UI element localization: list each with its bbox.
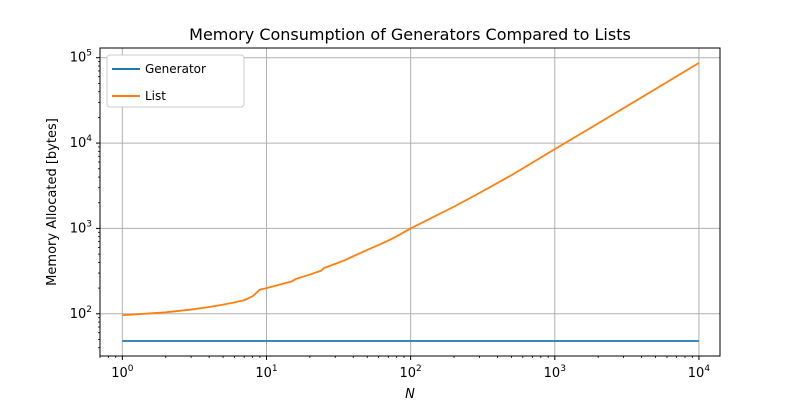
- x-tick-label: 101: [255, 364, 277, 381]
- y-tick-label: 104: [70, 134, 93, 151]
- legend-box: [106, 54, 245, 108]
- series-line-list: [122, 62, 700, 317]
- legend-label-generator: Generator: [145, 62, 206, 76]
- x-tick-label: 104: [688, 364, 711, 381]
- x-tick-label: 102: [399, 364, 421, 381]
- y-tick-label: 105: [70, 49, 92, 66]
- plot-frame: [99, 47, 721, 357]
- series-layer: [122, 62, 700, 342]
- x-tick-label: 103: [544, 364, 566, 381]
- chart-title: Memory Consumption of Generators Compare…: [189, 25, 631, 44]
- y-tick-label: 103: [70, 219, 92, 236]
- y-axis-label: Memory Allocated [bytes]: [45, 118, 60, 286]
- legend-label-list: List: [145, 89, 166, 103]
- x-axis-label: N: [405, 387, 415, 400]
- ticks: 100 101 102 103 104 102 103 104 105: [70, 49, 711, 381]
- y-tick-label: 102: [70, 305, 92, 322]
- legend: Generator List: [106, 54, 245, 108]
- x-tick-label: 100: [111, 364, 134, 381]
